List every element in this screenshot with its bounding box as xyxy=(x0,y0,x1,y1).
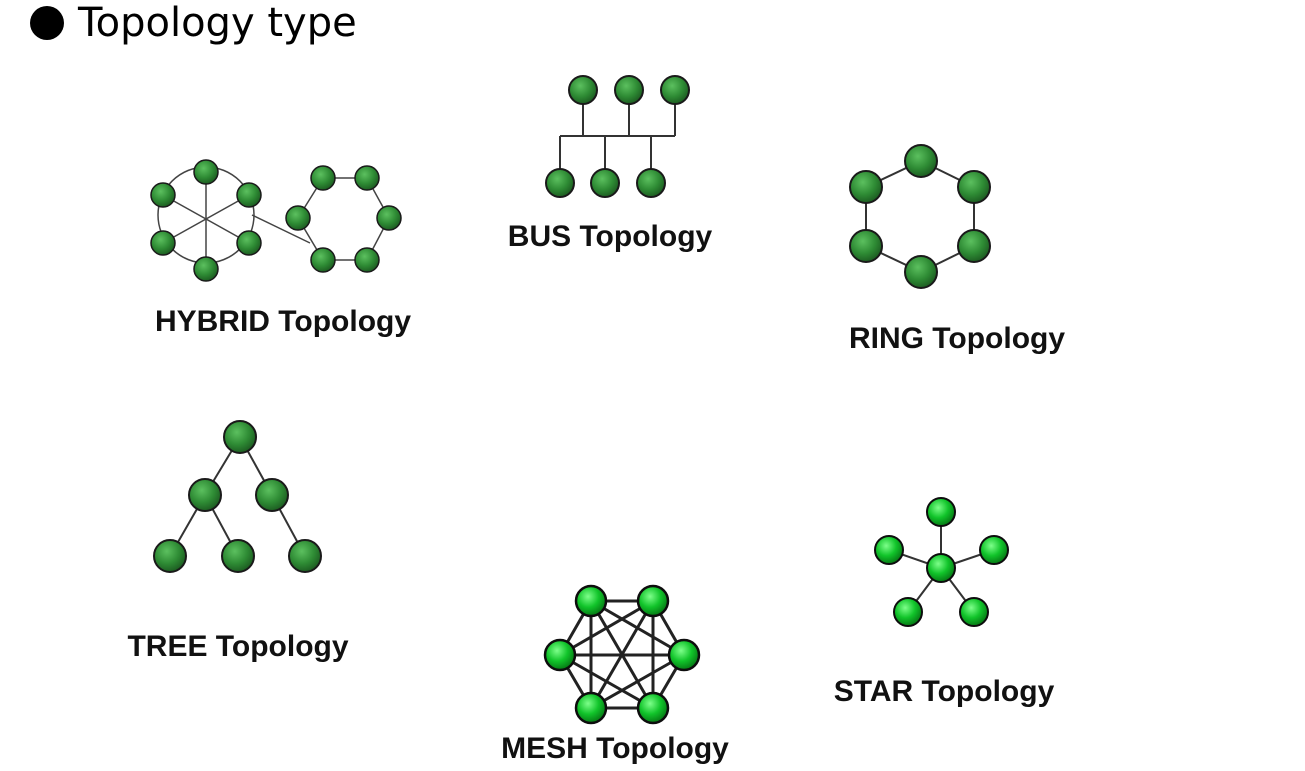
hybrid-node xyxy=(193,256,219,282)
star-hub-node xyxy=(926,553,956,583)
hybrid-node xyxy=(236,182,262,208)
star-node xyxy=(979,535,1009,565)
ring-node xyxy=(849,170,883,204)
hybrid-label: HYBRID Topology xyxy=(155,305,411,338)
ring-node xyxy=(957,170,991,204)
mesh-nodes xyxy=(543,584,701,725)
mesh-topology: MESH Topology xyxy=(501,584,729,765)
hybrid-edges xyxy=(157,166,390,269)
mesh-node xyxy=(667,638,701,672)
bus-node xyxy=(545,168,575,198)
star-topology: STAR Topology xyxy=(834,497,1055,708)
hybrid-node xyxy=(150,230,176,256)
ring-topology: RING Topology xyxy=(849,144,1065,355)
ring-node xyxy=(904,255,938,289)
tree-nodes xyxy=(153,420,322,573)
slide-title: Topology type xyxy=(30,0,357,46)
bus-node xyxy=(636,168,666,198)
star-node xyxy=(959,597,989,627)
tree-label: TREE Topology xyxy=(127,630,348,663)
tree-node xyxy=(153,539,187,573)
hybrid-node xyxy=(193,159,219,185)
hybrid-topology: HYBRID Topology xyxy=(150,159,411,338)
hybrid-nodes xyxy=(150,159,402,282)
tree-topology: TREE Topology xyxy=(127,420,349,663)
hybrid-node xyxy=(354,247,380,273)
mesh-label: MESH Topology xyxy=(501,732,729,765)
bus-node xyxy=(614,75,644,105)
tree-node xyxy=(221,539,255,573)
bus-label: BUS Topology xyxy=(508,220,713,253)
ring-label: RING Topology xyxy=(849,322,1065,355)
hybrid-node xyxy=(236,230,262,256)
mesh-node xyxy=(636,691,670,725)
hybrid-node xyxy=(310,247,336,273)
bus-node xyxy=(590,168,620,198)
star-node xyxy=(874,535,904,565)
star-node xyxy=(893,597,923,627)
mesh-node xyxy=(636,584,670,618)
mesh-node xyxy=(574,584,608,618)
mesh-node xyxy=(543,638,577,672)
star-label: STAR Topology xyxy=(834,675,1055,708)
ring-node xyxy=(904,144,938,178)
bullet-icon xyxy=(30,6,64,40)
mesh-node xyxy=(574,691,608,725)
tree-node xyxy=(255,478,289,512)
ring-node xyxy=(957,229,991,263)
tree-node xyxy=(223,420,257,454)
tree-node xyxy=(288,539,322,573)
hybrid-node xyxy=(354,165,380,191)
star-nodes xyxy=(874,497,1009,627)
tree-node xyxy=(188,478,222,512)
bus-nodes xyxy=(545,75,690,198)
hybrid-node xyxy=(150,182,176,208)
bus-topology: BUS Topology xyxy=(508,75,713,253)
ring-node xyxy=(849,229,883,263)
page-title: Topology type xyxy=(78,0,357,46)
hybrid-node xyxy=(285,205,311,231)
hybrid-node xyxy=(376,205,402,231)
bus-node xyxy=(660,75,690,105)
ring-nodes xyxy=(849,144,991,289)
bus-node xyxy=(568,75,598,105)
hybrid-node xyxy=(310,165,336,191)
mesh-edges xyxy=(558,599,686,710)
bus-edges xyxy=(559,104,676,170)
star-node xyxy=(926,497,956,527)
